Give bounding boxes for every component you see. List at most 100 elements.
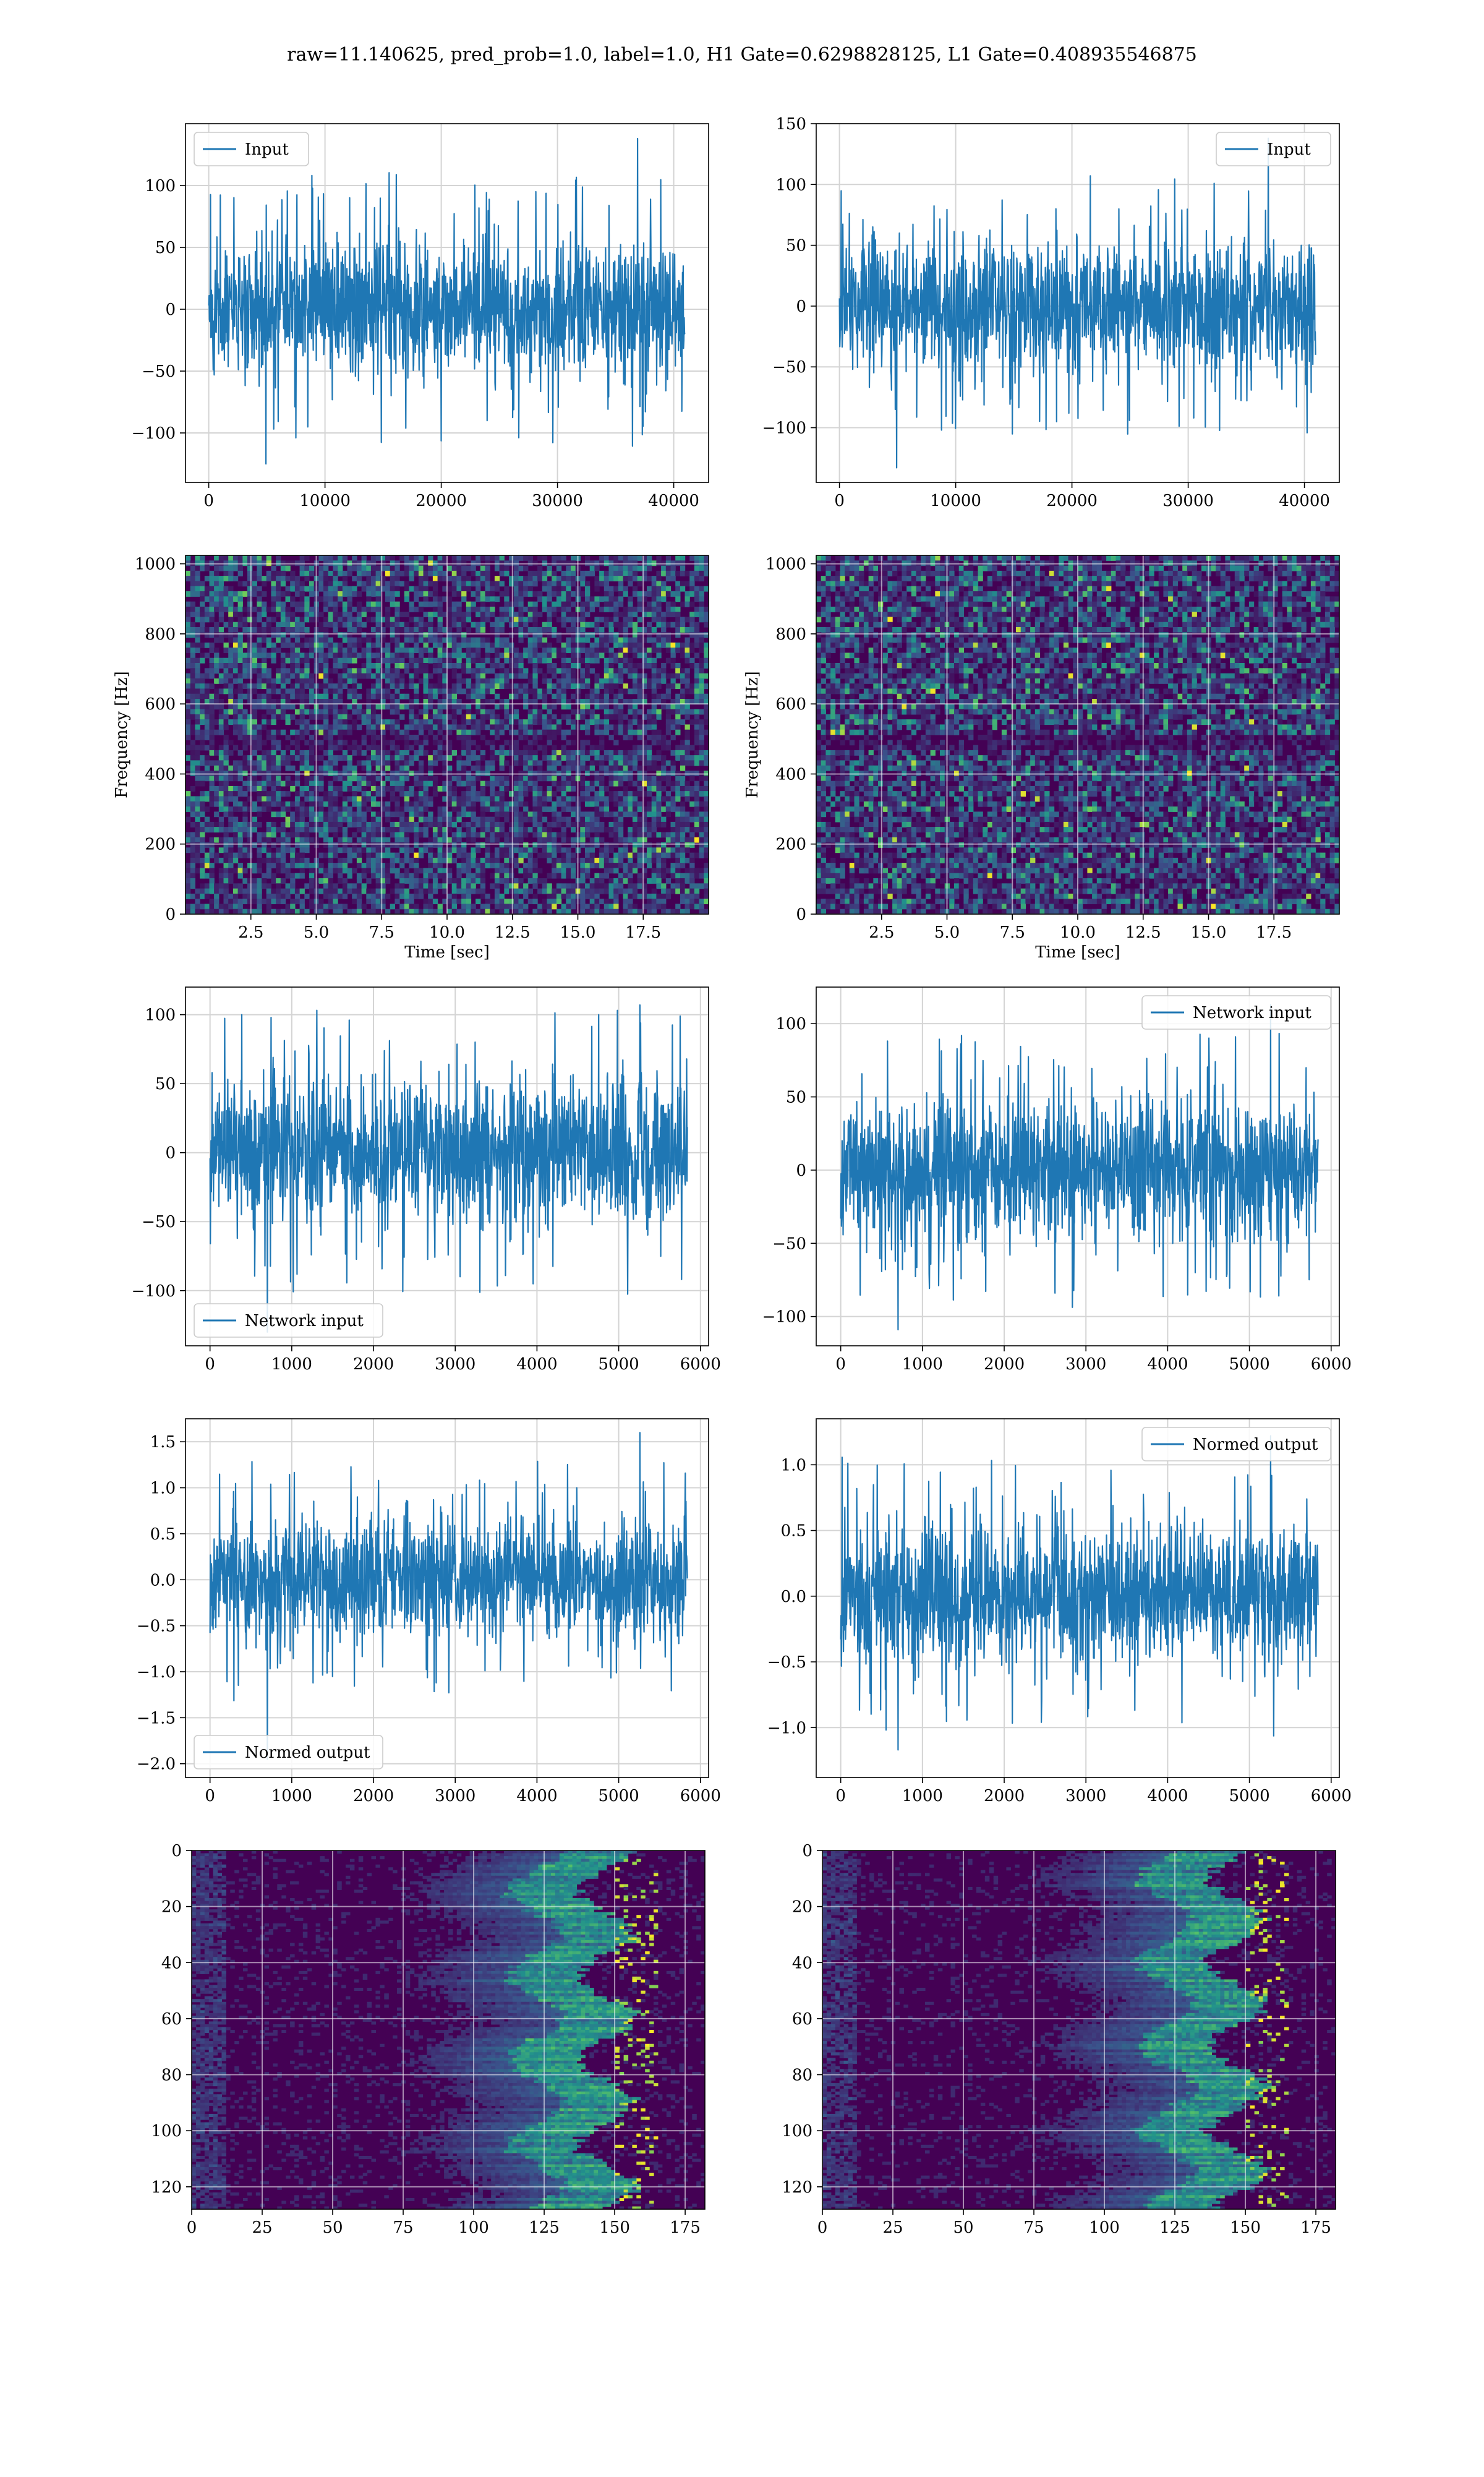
x-tick-label: 17.5 <box>1256 923 1292 942</box>
y-tick-label: −1.0 <box>137 1663 176 1682</box>
x-tick-label: 12.5 <box>495 923 531 942</box>
x-tick-label: 3000 <box>1065 1787 1106 1805</box>
y-tick-label: 50 <box>786 237 806 255</box>
legend-label: Input <box>245 140 289 159</box>
series-line <box>210 1432 688 1759</box>
y-tick-label: −50 <box>142 362 176 381</box>
y-tick-label: −100 <box>762 419 806 438</box>
x-tick-label: 12.5 <box>1125 923 1161 942</box>
x-tick-label: 50 <box>322 2218 343 2237</box>
y-tick-label: 50 <box>155 1075 176 1093</box>
y-tick-label: −2.0 <box>137 1755 176 1774</box>
y-tick-label: 0.0 <box>150 1571 176 1589</box>
x-tick-label: 2000 <box>984 1787 1025 1805</box>
x-tick-label: 7.5 <box>369 923 394 942</box>
x-tick-label: 4000 <box>516 1787 557 1805</box>
x-tick-label: 2000 <box>984 1355 1025 1374</box>
x-axis-label: Time [sec] <box>1035 943 1120 962</box>
y-tick-label: 100 <box>775 176 806 194</box>
y-tick-label: 200 <box>775 836 806 854</box>
y-tick-label: 20 <box>161 1898 182 1917</box>
y-tick-label: −100 <box>132 424 176 443</box>
x-tick-label: 30000 <box>1162 492 1214 510</box>
x-tick-label: 75 <box>393 2218 413 2237</box>
y-tick-label: −0.5 <box>767 1653 806 1672</box>
x-tick-label: 40000 <box>648 492 699 510</box>
series-line <box>210 1005 688 1332</box>
y-tick-label: 100 <box>782 2122 812 2141</box>
y-tick-label: 120 <box>782 2178 812 2197</box>
x-tick-label: 6000 <box>1311 1787 1352 1805</box>
x-tick-label: 1000 <box>902 1355 943 1374</box>
y-tick-label: 800 <box>145 625 176 644</box>
y-tick-label: 0.5 <box>781 1522 806 1541</box>
y-tick-label: −0.5 <box>137 1617 176 1636</box>
y-tick-label: −50 <box>142 1213 176 1231</box>
x-tick-label: 15.0 <box>560 923 596 942</box>
y-tick-label: 0 <box>796 1161 806 1180</box>
x-tick-label: 3000 <box>435 1787 475 1805</box>
x-tick-label: 4000 <box>1147 1355 1188 1374</box>
x-tick-label: 2000 <box>353 1787 394 1805</box>
heatmap-cells <box>822 1850 1336 2210</box>
y-tick-label: −50 <box>772 1234 806 1253</box>
x-tick-label: 5000 <box>1229 1787 1270 1805</box>
x-tick-label: 5.0 <box>934 923 960 942</box>
x-axis-label: Time [sec] <box>404 943 490 962</box>
x-tick-label: 5000 <box>599 1355 639 1374</box>
x-tick-label: 40000 <box>1279 492 1330 510</box>
x-tick-label: 0 <box>834 492 845 510</box>
y-axis-label: Frequency [Hz] <box>113 671 131 798</box>
x-tick-label: 20000 <box>416 492 467 510</box>
y-tick-label: 100 <box>151 2122 182 2141</box>
x-tick-label: 100 <box>1089 2218 1120 2237</box>
x-tick-label: 75 <box>1023 2218 1044 2237</box>
x-tick-label: 1000 <box>902 1787 943 1805</box>
x-tick-label: 2.5 <box>238 923 263 942</box>
x-tick-label: 150 <box>599 2218 630 2237</box>
legend: Network input <box>1142 996 1331 1029</box>
legend: Normed output <box>194 1735 383 1769</box>
y-tick-label: 60 <box>792 2010 812 2029</box>
y-tick-label: 100 <box>145 177 176 195</box>
x-tick-label: 1000 <box>271 1355 312 1374</box>
legend-label: Input <box>1267 140 1311 159</box>
y-tick-label: 0 <box>165 905 176 924</box>
y-tick-label: 1.0 <box>781 1456 806 1474</box>
x-tick-label: 4000 <box>516 1355 557 1374</box>
y-tick-label: −50 <box>772 358 806 377</box>
x-tick-label: 125 <box>1159 2218 1190 2237</box>
figure-suptitle: raw=11.140625, pred_prob=1.0, label=1.0,… <box>287 44 1197 66</box>
legend-label: Network input <box>245 1312 364 1330</box>
y-tick-label: 0 <box>802 1842 812 1860</box>
y-tick-label: 100 <box>145 1006 176 1025</box>
y-tick-label: 1.5 <box>150 1433 176 1452</box>
x-tick-label: 1000 <box>271 1787 312 1805</box>
x-tick-label: 5000 <box>599 1787 639 1805</box>
x-tick-label: 15.0 <box>1191 923 1227 942</box>
x-tick-label: 100 <box>458 2218 489 2237</box>
y-tick-label: 1000 <box>765 555 806 574</box>
legend: Input <box>194 132 309 166</box>
x-tick-label: 10000 <box>299 492 351 510</box>
y-tick-label: 40 <box>792 1954 812 1972</box>
y-tick-label: 0.5 <box>150 1525 176 1544</box>
y-tick-label: 0 <box>796 297 806 316</box>
legend: Normed output <box>1142 1427 1331 1461</box>
x-tick-label: 6000 <box>680 1787 721 1805</box>
x-tick-label: 25 <box>882 2218 903 2237</box>
y-tick-label: 0.0 <box>781 1588 806 1606</box>
legend-label: Normed output <box>245 1743 370 1762</box>
y-tick-label: −100 <box>132 1282 176 1301</box>
x-tick-label: 125 <box>529 2218 560 2237</box>
y-tick-label: 50 <box>155 239 176 257</box>
y-tick-label: −1.0 <box>767 1719 806 1737</box>
y-tick-label: 80 <box>161 2066 182 2085</box>
x-tick-label: 5000 <box>1229 1355 1270 1374</box>
x-tick-label: 150 <box>1230 2218 1261 2237</box>
